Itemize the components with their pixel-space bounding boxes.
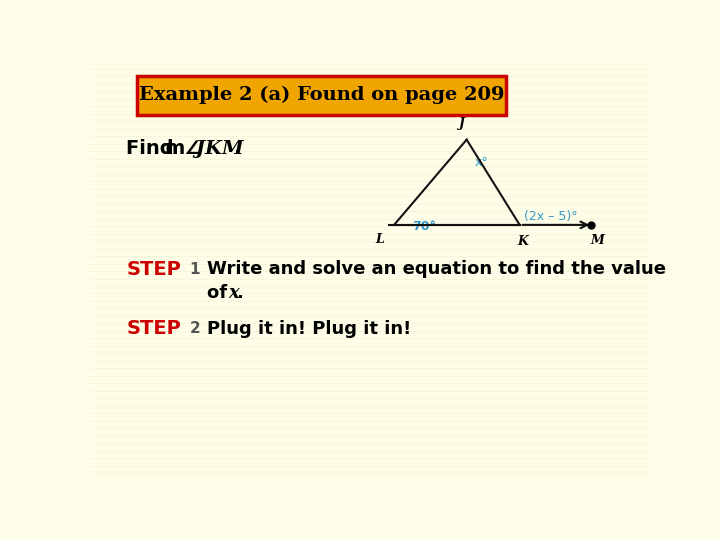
Text: .: .: [235, 284, 243, 302]
FancyBboxPatch shape: [138, 77, 505, 114]
Text: x°: x°: [475, 156, 489, 169]
Text: .: .: [234, 139, 241, 158]
Text: Example 2 (a) Found on page 209: Example 2 (a) Found on page 209: [139, 86, 504, 104]
Text: (2x – 5)°: (2x – 5)°: [524, 210, 577, 223]
Text: JKM: JKM: [189, 140, 244, 158]
Text: 70°: 70°: [412, 220, 436, 233]
Text: Write and solve an equation to find the value: Write and solve an equation to find the …: [207, 260, 666, 279]
Text: Plug it in! Plug it in!: Plug it in! Plug it in!: [207, 320, 411, 338]
Text: 2: 2: [189, 321, 200, 336]
Text: K: K: [517, 235, 528, 248]
Text: M: M: [591, 234, 605, 247]
Text: L: L: [376, 233, 384, 246]
Text: m∠: m∠: [164, 139, 202, 158]
Text: of: of: [207, 284, 233, 302]
Text: x: x: [228, 284, 238, 302]
Text: STEP: STEP: [126, 319, 181, 339]
Text: Find: Find: [126, 139, 181, 158]
Text: STEP: STEP: [126, 260, 181, 279]
Text: J: J: [459, 118, 465, 131]
Text: 1: 1: [189, 262, 200, 277]
